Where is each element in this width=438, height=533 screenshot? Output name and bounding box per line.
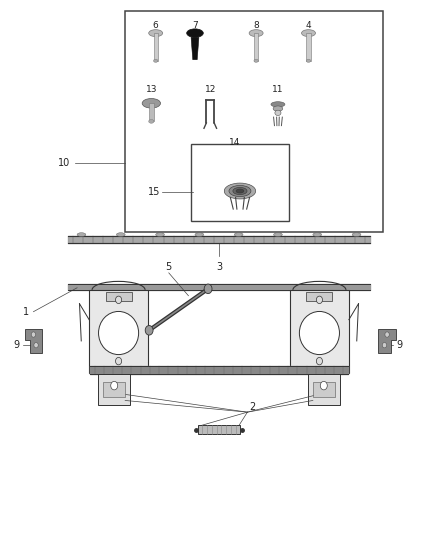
- Bar: [99, 374, 130, 405]
- Ellipse shape: [187, 29, 203, 37]
- Ellipse shape: [233, 188, 247, 195]
- Ellipse shape: [142, 99, 160, 108]
- Ellipse shape: [155, 233, 164, 237]
- Ellipse shape: [224, 183, 256, 199]
- Ellipse shape: [117, 233, 125, 237]
- Ellipse shape: [77, 233, 86, 237]
- Text: 14: 14: [229, 139, 240, 148]
- Circle shape: [116, 358, 122, 365]
- Text: 15: 15: [148, 187, 160, 197]
- Circle shape: [382, 343, 387, 348]
- Bar: [308, 374, 339, 405]
- Bar: [290, 290, 349, 373]
- Text: 13: 13: [145, 85, 157, 94]
- Bar: [306, 33, 311, 61]
- Text: 9: 9: [13, 340, 19, 350]
- Ellipse shape: [254, 59, 258, 62]
- Circle shape: [385, 332, 389, 337]
- Ellipse shape: [249, 30, 263, 37]
- Bar: [198, 425, 240, 434]
- Circle shape: [316, 358, 322, 365]
- Ellipse shape: [275, 110, 281, 116]
- Ellipse shape: [195, 233, 204, 237]
- Ellipse shape: [236, 189, 244, 193]
- Circle shape: [145, 326, 153, 335]
- Text: 9: 9: [396, 340, 403, 350]
- Bar: [153, 33, 158, 61]
- Circle shape: [116, 296, 122, 304]
- Text: 8: 8: [253, 21, 259, 30]
- Ellipse shape: [234, 233, 243, 237]
- Text: 4: 4: [306, 21, 311, 30]
- Text: 12: 12: [205, 85, 216, 94]
- Ellipse shape: [306, 59, 311, 62]
- Ellipse shape: [153, 59, 158, 62]
- Text: 2: 2: [250, 402, 256, 411]
- Ellipse shape: [149, 30, 162, 37]
- Circle shape: [316, 296, 322, 304]
- Text: 3: 3: [216, 262, 222, 272]
- Ellipse shape: [99, 311, 138, 354]
- Text: 10: 10: [58, 158, 71, 168]
- Circle shape: [34, 343, 38, 348]
- Text: 6: 6: [153, 21, 159, 30]
- Text: 11: 11: [272, 85, 284, 94]
- Bar: [103, 382, 125, 397]
- Text: 5: 5: [166, 262, 172, 272]
- Circle shape: [320, 381, 327, 390]
- Circle shape: [111, 381, 118, 390]
- Circle shape: [31, 332, 35, 337]
- Ellipse shape: [313, 233, 321, 237]
- Bar: [89, 290, 148, 373]
- Bar: [313, 382, 335, 397]
- Bar: [106, 292, 131, 301]
- Ellipse shape: [352, 233, 361, 237]
- Polygon shape: [378, 329, 396, 353]
- Bar: [307, 292, 332, 301]
- Bar: [191, 144, 289, 221]
- Polygon shape: [191, 37, 199, 60]
- Ellipse shape: [300, 311, 339, 354]
- Ellipse shape: [301, 30, 315, 37]
- Ellipse shape: [229, 185, 251, 197]
- Ellipse shape: [149, 119, 154, 123]
- Ellipse shape: [271, 102, 285, 107]
- Ellipse shape: [273, 106, 283, 111]
- Bar: [254, 33, 258, 61]
- Text: 7: 7: [192, 21, 198, 30]
- Text: 1: 1: [23, 306, 29, 317]
- Ellipse shape: [274, 233, 283, 237]
- Bar: [149, 103, 154, 122]
- Polygon shape: [25, 329, 42, 353]
- Circle shape: [204, 284, 212, 294]
- Bar: [125, 11, 383, 232]
